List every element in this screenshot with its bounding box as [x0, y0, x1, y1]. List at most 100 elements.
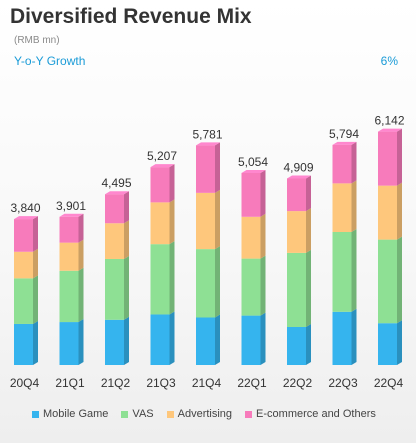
total-label-20Q4: 3,840	[10, 201, 40, 215]
bar-segment-vas-21Q2	[105, 258, 124, 320]
category-label-22Q2: 22Q2	[283, 376, 313, 390]
bar-segment-vas-21Q1	[59, 270, 79, 323]
bar-segment-ecommerce-21Q4	[196, 145, 215, 193]
bar-side-mobile-game-21Q1	[78, 319, 84, 365]
bar-segment-ecommerce-22Q1	[241, 172, 261, 217]
bar-segment-ecommerce-22Q3	[332, 144, 352, 184]
bar-segment-mobile-game-20Q4	[14, 323, 33, 365]
bar-segment-ecommerce-22Q4	[378, 131, 397, 186]
category-label-21Q3: 21Q3	[146, 376, 176, 390]
bar-group-21Q1: 3,901 21Q1	[55, 199, 86, 390]
bar-side-ecommerce-22Q1	[260, 169, 266, 217]
bar-side-advertising-22Q1	[260, 213, 266, 259]
bar-group-22Q4: 6,142 22Q4	[374, 114, 405, 390]
bar-segment-ecommerce-21Q2	[105, 194, 124, 224]
bar-side-vas-21Q2	[124, 255, 129, 320]
legend-item-vas: VAS	[121, 408, 154, 420]
bar-side-vas-20Q4	[33, 275, 38, 324]
bar-top-21Q2	[105, 191, 129, 195]
bar-group-21Q3: 5,207 21Q3	[146, 149, 177, 390]
bar-top-22Q4	[378, 128, 402, 132]
bar-segment-ecommerce-21Q3	[150, 167, 170, 203]
bar-side-ecommerce-22Q4	[397, 128, 402, 186]
legend-swatch-advertising	[166, 410, 174, 418]
bar-side-mobile-game-21Q4	[215, 314, 220, 365]
unit-label: (RMB mn)	[14, 35, 60, 46]
bar-segment-advertising-21Q2	[105, 223, 124, 259]
bar-side-mobile-game-22Q4	[397, 320, 402, 365]
bar-side-advertising-21Q1	[78, 239, 84, 271]
bar-top-21Q4	[196, 142, 220, 146]
chart-legend: Mobile Game VAS Advertising E-commerce a…	[32, 408, 389, 420]
bar-side-mobile-game-22Q1	[260, 312, 266, 365]
bar-side-ecommerce-21Q2	[124, 191, 129, 224]
bar-top-21Q3	[150, 164, 175, 168]
bar-side-vas-21Q4	[215, 246, 220, 318]
bar-segment-advertising-21Q3	[150, 202, 170, 245]
bar-segment-mobile-game-22Q4	[378, 323, 397, 365]
category-label-20Q4: 20Q4	[10, 376, 40, 390]
category-label-22Q3: 22Q3	[328, 376, 358, 390]
total-label-21Q2: 4,495	[101, 176, 131, 190]
bar-side-advertising-22Q4	[397, 182, 402, 240]
total-label-21Q1: 3,901	[56, 199, 86, 213]
bar-group-22Q1: 5,054 22Q1	[237, 155, 268, 390]
bar-segment-advertising-22Q3	[332, 183, 352, 232]
total-label-22Q1: 5,054	[238, 155, 268, 169]
legend-swatch-ecommerce	[245, 410, 253, 418]
bar-segment-mobile-game-22Q2	[287, 327, 306, 365]
bar-segment-advertising-21Q4	[196, 192, 215, 250]
bar-segment-mobile-game-21Q1	[59, 322, 79, 365]
bar-side-mobile-game-21Q2	[124, 316, 129, 365]
category-label-21Q4: 21Q4	[192, 376, 222, 390]
bar-group-20Q4: 3,840 20Q4	[10, 201, 41, 390]
bar-top-21Q1	[59, 213, 84, 217]
category-label-22Q4: 22Q4	[374, 376, 404, 390]
chart-title: Diversified Revenue Mix	[10, 5, 252, 28]
bar-side-vas-21Q1	[78, 267, 84, 323]
bar-segment-mobile-game-22Q1	[241, 315, 261, 365]
bar-segment-ecommerce-22Q2	[287, 178, 306, 212]
bar-top-20Q4	[14, 216, 38, 220]
legend-label-mobile-game: Mobile Game	[43, 408, 109, 420]
bar-group-22Q2: 4,909 22Q2	[283, 160, 314, 390]
total-label-22Q2: 4,909	[283, 160, 313, 174]
bar-side-advertising-20Q4	[33, 248, 38, 279]
bar-side-mobile-game-22Q3	[351, 308, 357, 365]
total-label-22Q3: 5,794	[329, 127, 359, 141]
legend-item-advertising: Advertising	[166, 408, 233, 420]
bar-segment-ecommerce-20Q4	[14, 219, 33, 252]
category-label-21Q1: 21Q1	[55, 376, 85, 390]
legend-label-advertising: Advertising	[177, 408, 233, 420]
category-label-22Q1: 22Q1	[237, 376, 267, 390]
bar-segment-mobile-game-21Q2	[105, 319, 124, 365]
bar-side-ecommerce-21Q4	[215, 142, 220, 193]
total-label-21Q4: 5,781	[192, 127, 222, 141]
total-label-22Q4: 6,142	[374, 114, 404, 128]
bar-group-21Q2: 4,495 21Q2	[101, 176, 132, 390]
bar-side-vas-21Q3	[169, 241, 175, 315]
bar-segment-advertising-20Q4	[14, 251, 33, 279]
bar-segment-advertising-22Q2	[287, 211, 306, 253]
bar-side-vas-22Q3	[351, 229, 357, 312]
bar-side-vas-22Q4	[397, 236, 402, 324]
bar-side-ecommerce-20Q4	[33, 216, 38, 252]
bar-top-22Q2	[287, 175, 311, 179]
bar-side-advertising-22Q3	[351, 180, 357, 232]
bar-segment-vas-22Q2	[287, 252, 306, 327]
bar-side-mobile-game-20Q4	[33, 320, 38, 365]
bar-top-22Q1	[241, 169, 266, 173]
bar-side-advertising-21Q4	[215, 189, 220, 250]
bar-side-advertising-21Q2	[124, 220, 129, 259]
bar-side-mobile-game-22Q2	[306, 324, 311, 365]
yoy-growth-label: Y-o-Y Growth	[14, 54, 86, 68]
bar-segment-advertising-21Q1	[59, 242, 79, 271]
bar-segment-vas-22Q1	[241, 258, 261, 316]
bar-side-advertising-21Q3	[169, 199, 175, 245]
bar-side-ecommerce-22Q2	[306, 175, 311, 212]
bar-segment-vas-20Q4	[14, 278, 33, 324]
legend-label-vas: VAS	[132, 408, 154, 420]
bar-segment-vas-21Q4	[196, 249, 215, 318]
bar-side-vas-22Q1	[260, 255, 266, 316]
